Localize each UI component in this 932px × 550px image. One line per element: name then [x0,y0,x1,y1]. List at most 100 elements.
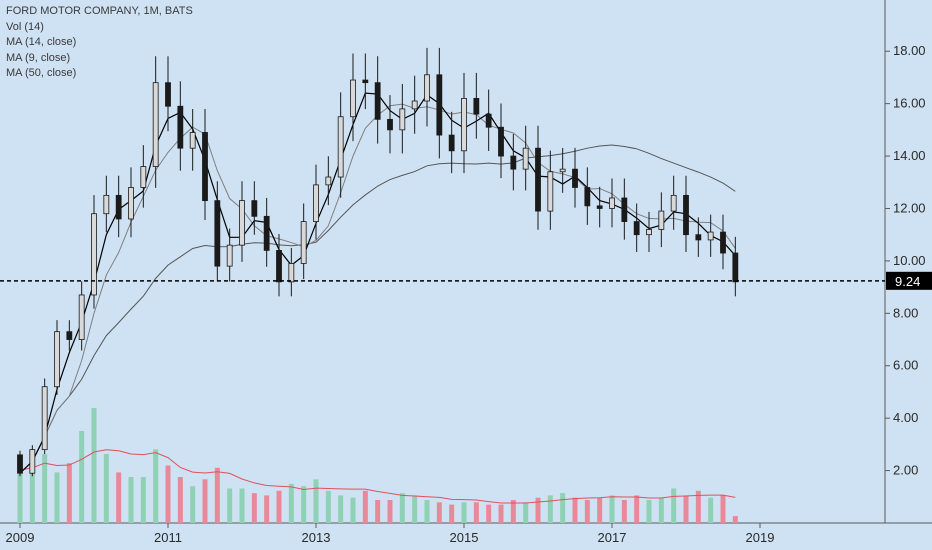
volume-bar [547,495,553,523]
price-label-box [886,271,932,290]
candle-up [547,171,554,212]
candle-down [473,97,480,115]
chart-title: FORD MOTOR COMPANY, 1M, BATS [6,5,193,17]
volume-ma-line [19,449,736,504]
candle-up [288,263,295,283]
candle-up [399,108,406,131]
candle-down [165,82,171,107]
candle-up [103,194,110,215]
volume-bar [190,486,196,523]
volume-bar [732,516,738,523]
candle-up [461,97,467,152]
volume-bar [708,497,714,523]
candle-up [152,82,159,167]
y-tick-label: 6.00 [893,358,918,373]
candle-down [732,252,739,283]
x-tick-label: 2017 [598,530,627,545]
candle-down [387,118,393,131]
volume-bar [486,504,492,523]
volume-bar [375,500,381,523]
volume-bar [387,500,393,523]
candle-down [572,168,578,188]
ma14-line [19,92,736,474]
candle-down [535,147,541,212]
volume-bar [79,431,85,523]
volume-bar [165,465,171,523]
volume-bar [473,502,479,523]
volume-bar [695,490,701,523]
volume-bar [412,495,418,523]
candle-down [584,187,591,207]
ma9-line [19,103,736,474]
volume-bar [510,500,516,523]
volume-bar [634,495,640,523]
candle-up [91,213,97,296]
volume-bar [42,454,48,523]
x-tick-label: 2015 [450,530,479,545]
volume-bar [720,495,726,523]
volume-bar [338,495,344,523]
candle-up [128,187,134,220]
volume-bar [658,497,664,523]
y-tick-label: 2.00 [893,463,918,478]
chart-legend: FORD MOTOR COMPANY, 1M, BATS Vol (14) MA… [6,4,193,82]
candle-down [374,82,381,120]
candle-up [78,294,85,340]
volume-bar [276,490,282,523]
candle-up [522,147,529,170]
candle-down [510,155,517,170]
volume-bar [424,500,430,523]
volume-bar [461,502,467,523]
y-tick-label: 4.00 [893,410,918,425]
candle-down [66,331,73,340]
candle-up [411,100,418,110]
y-tick-label: 14.00 [893,148,926,163]
volume-bar [91,408,97,523]
volume-bar [572,497,578,523]
candle-up [337,116,344,178]
legend-indicator: MA (9, close) [6,51,71,64]
candle-down [436,74,443,136]
volume-bar [523,502,529,523]
ma50-line [19,144,736,474]
candle-up [424,74,430,102]
candle-up [41,386,48,451]
volume-bar [399,493,405,523]
candle-up [226,244,233,267]
volume-bar [597,497,603,523]
candle-up [670,194,677,212]
candle-down [683,194,689,236]
candle-down [214,200,221,267]
candle-up [189,132,196,149]
legend-indicator: MA (14, close) [6,36,77,48]
volume-bar [683,495,689,523]
candle-up [54,331,60,388]
y-tick-label: 8.00 [893,305,918,320]
candle-up [646,229,652,236]
candle-up [559,168,566,173]
candle-down [177,105,184,149]
volume-bar [153,449,159,523]
y-tick-label: 16.00 [893,96,926,111]
price-label: 9.24 [895,274,920,289]
candle-down [276,250,282,283]
x-tick-label: 2009 [6,530,35,545]
candle-down [263,215,270,251]
volume-bar [362,490,368,523]
candle-down [621,197,628,222]
candle-down [485,113,492,128]
volume-bar [350,497,356,523]
candle-up [300,221,307,264]
candle-down [720,231,726,254]
y-tick-label: 18.00 [893,43,926,58]
volume-bar [116,472,122,523]
x-tick-label: 2011 [154,530,182,545]
volume-bar [29,465,35,523]
candle-down [596,205,603,209]
volume-bar [584,500,590,523]
candle-up [707,231,714,241]
candle-down [251,200,258,217]
volume-bar [325,490,331,523]
